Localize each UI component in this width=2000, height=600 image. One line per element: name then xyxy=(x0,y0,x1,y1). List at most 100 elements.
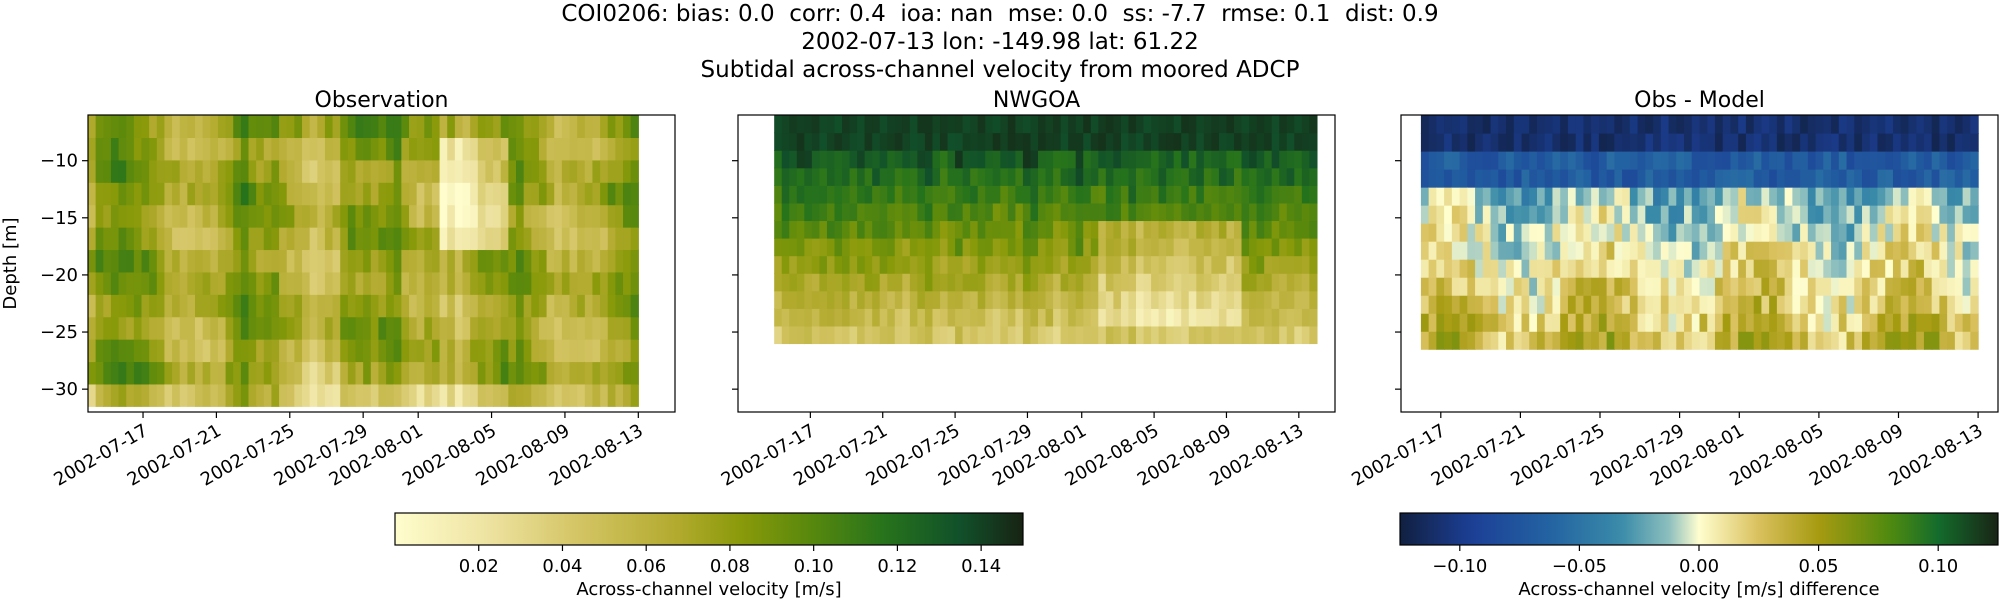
heatmap-cell xyxy=(1730,241,1739,260)
heatmap-cell xyxy=(1090,290,1099,309)
heatmap-cell xyxy=(1784,169,1793,188)
heatmap-cell xyxy=(225,249,234,273)
heatmap-cell xyxy=(1645,169,1654,188)
heatmap-cell xyxy=(1707,241,1716,260)
heatmap-cell xyxy=(210,294,219,318)
heatmap-cell xyxy=(538,316,548,340)
heatmap-cell xyxy=(1498,259,1507,278)
heatmap-cell xyxy=(95,294,104,318)
heatmap-cell xyxy=(554,316,563,340)
heatmap-cell xyxy=(1022,308,1032,327)
heatmap-cell xyxy=(126,137,135,161)
heatmap-cell xyxy=(872,220,881,239)
heatmap-cell xyxy=(133,271,143,295)
heatmap-cell xyxy=(1908,205,1917,224)
heatmap-cell xyxy=(179,115,188,139)
heatmap-cell xyxy=(1885,115,1894,134)
heatmap-cell xyxy=(1420,169,1430,188)
heatmap-cell xyxy=(1436,331,1445,350)
heatmap-cell xyxy=(1831,277,1840,296)
heatmap-cell xyxy=(294,271,303,295)
heatmap-cell xyxy=(1083,202,1092,222)
heatmap-cell xyxy=(1120,167,1130,186)
heatmap-cell xyxy=(1606,169,1615,188)
heatmap-cell xyxy=(187,249,196,273)
heatmap-cell xyxy=(1420,259,1430,278)
heatmap-cell xyxy=(1083,115,1092,134)
heatmap-cell xyxy=(1567,277,1577,296)
heatmap-cell xyxy=(1699,169,1708,188)
heatmap-cell xyxy=(1420,277,1430,296)
heatmap-cell xyxy=(1567,295,1577,314)
heatmap-cell xyxy=(1536,223,1546,242)
heatmap-cell xyxy=(1668,151,1677,170)
heatmap-cell xyxy=(955,115,964,134)
heatmap-cell xyxy=(271,159,280,183)
heatmap-cell xyxy=(1575,223,1585,242)
heatmap-cell xyxy=(1279,238,1288,257)
heatmap-cell xyxy=(1838,133,1848,152)
heatmap-cell xyxy=(1862,223,1871,242)
heatmap-cell xyxy=(1629,313,1639,332)
heatmap-cell xyxy=(1583,151,1592,170)
heatmap-cell xyxy=(864,255,873,274)
heatmap-cell xyxy=(1699,277,1708,296)
heatmap-cell xyxy=(286,182,295,206)
heatmap-cell xyxy=(409,137,418,161)
heatmap-cell xyxy=(1684,223,1693,242)
heatmap-cell xyxy=(917,255,926,274)
heatmap-cell xyxy=(1753,259,1763,278)
heatmap-cell xyxy=(401,383,410,407)
y-tick-label: −10 xyxy=(40,151,78,172)
heatmap-cell xyxy=(1784,133,1793,152)
heatmap-cell xyxy=(630,182,639,206)
heatmap-cell xyxy=(1823,187,1832,206)
heatmap-cell xyxy=(584,316,594,340)
heatmap-cell xyxy=(630,383,639,407)
heatmap-cell xyxy=(324,137,334,161)
heatmap-cell xyxy=(1722,115,1732,134)
heatmap-cell xyxy=(1947,295,1956,314)
heatmap-cell xyxy=(263,361,273,385)
colorbar-tick-label: 0.04 xyxy=(542,556,582,577)
heatmap-cell xyxy=(789,185,798,204)
heatmap-cell xyxy=(340,227,349,251)
heatmap-cell xyxy=(1699,133,1708,152)
heatmap-cell xyxy=(1730,205,1739,224)
heatmap-cell xyxy=(355,361,364,385)
heatmap-cell xyxy=(917,238,926,257)
heatmap-cell xyxy=(630,316,639,340)
heatmap-cell xyxy=(1286,132,1295,151)
heatmap-cell xyxy=(811,325,821,345)
heatmap-cell xyxy=(1676,295,1685,314)
heatmap-cell xyxy=(600,249,609,273)
heatmap-cell xyxy=(88,227,97,251)
heatmap-cell xyxy=(1761,313,1770,332)
heatmap-cell xyxy=(955,132,964,151)
heatmap-cell xyxy=(1753,115,1763,134)
heatmap-cell xyxy=(1068,185,1077,204)
heatmap-cell xyxy=(393,182,402,206)
heatmap-cell xyxy=(894,273,903,292)
heatmap-cell xyxy=(164,271,173,295)
heatmap-cell xyxy=(485,227,494,251)
heatmap-cell xyxy=(1923,151,1933,170)
heatmap-cell xyxy=(1947,223,1956,242)
heatmap-cell xyxy=(141,271,150,295)
heatmap-cell xyxy=(1506,295,1515,314)
heatmap-cell xyxy=(1521,259,1530,278)
heatmap-cell xyxy=(508,159,517,183)
heatmap-cell xyxy=(1098,220,1107,239)
heatmap-cell xyxy=(887,255,896,274)
heatmap-cell xyxy=(1923,313,1933,332)
heatmap-cell xyxy=(1637,187,1646,206)
heatmap-cell xyxy=(1544,277,1554,296)
heatmap-cell xyxy=(431,204,441,228)
heatmap-cell xyxy=(1838,223,1848,242)
heatmap-cell xyxy=(842,325,851,345)
heatmap-cell xyxy=(546,137,555,161)
heatmap-cell xyxy=(1521,169,1530,188)
heatmap-cell xyxy=(88,339,97,363)
heatmap-cell xyxy=(493,361,502,385)
heatmap-cell xyxy=(1256,255,1265,274)
